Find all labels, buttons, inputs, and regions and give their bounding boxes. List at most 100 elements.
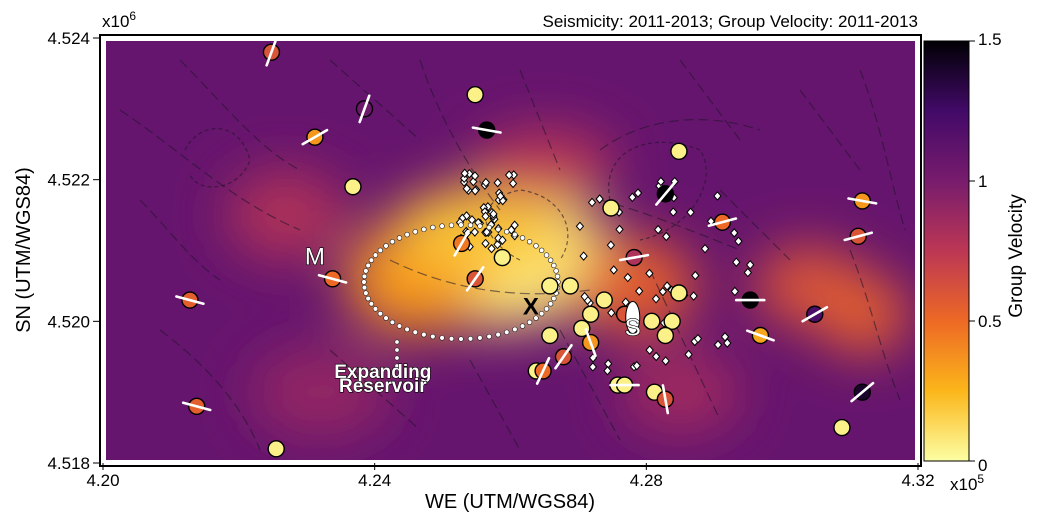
reservoir-dot [526, 319, 533, 326]
seismic-event [541, 277, 559, 295]
fault-plane-bar [707, 217, 738, 228]
microseismic-event [730, 286, 740, 297]
velocity-anomaly [818, 274, 909, 355]
reservoir-dot [412, 329, 418, 335]
event-marker [267, 440, 285, 458]
fault-plane-bar [175, 295, 205, 306]
microseismic-event [489, 209, 498, 219]
seismic-event [734, 291, 766, 309]
reservoir-leader-dot [394, 363, 400, 369]
event-marker [833, 418, 851, 437]
reservoir-dot [553, 268, 559, 274]
x-tick-label: 4.32 [901, 471, 934, 490]
reservoir-dot [389, 319, 396, 326]
reservoir-dot [519, 323, 526, 329]
fault-plane-bar [843, 231, 874, 242]
fault-line [849, 249, 901, 401]
seismic-event [355, 94, 374, 124]
y-tick-label: 4.522 [47, 171, 90, 190]
event-marker [602, 199, 620, 217]
seismic-event [595, 291, 613, 309]
fault-plane-bar [554, 343, 573, 370]
microseismic-event [658, 286, 667, 297]
fault-plane-bar [801, 305, 829, 323]
event-marker [344, 178, 362, 196]
seismic-events [175, 38, 878, 458]
reservoir-leader-dot [394, 339, 400, 345]
reservoir-dot [467, 336, 474, 342]
fault-line [389, 259, 591, 295]
microseismic-event [607, 308, 616, 318]
reservoir-dot [477, 335, 483, 341]
fault-plane-bar [358, 94, 371, 124]
reservoir-dot [448, 336, 455, 342]
seismic-event [643, 312, 661, 331]
seismic-event [561, 277, 579, 295]
microseismic-event [693, 333, 703, 344]
microseismic-event [482, 227, 491, 237]
reservoir-dot [396, 235, 403, 241]
y-axis: 4.524 4.522 4.520 4.518 [47, 29, 100, 473]
reservoir-dot [477, 223, 483, 229]
y-multiplier-exponent: 6 [129, 9, 136, 23]
reservoir-dot [458, 336, 464, 342]
velocity-anomaly [620, 352, 741, 433]
microseismic-event [746, 260, 755, 270]
microseismic-event [645, 345, 654, 355]
event-marker [561, 277, 579, 295]
reservoir-dot [533, 315, 539, 321]
microseismic-event [635, 286, 644, 296]
microseismic-event [669, 207, 678, 217]
reservoir-dot [412, 229, 418, 235]
reservoir-dot [512, 231, 518, 238]
reservoir-dot [389, 238, 396, 245]
reservoir-dot [372, 252, 379, 258]
event-marker [466, 85, 484, 104]
fault-plane-bar [661, 384, 670, 415]
fault-line [329, 349, 421, 431]
reservoir-dot [547, 301, 554, 307]
seismic-event [344, 178, 362, 196]
annotation-S: S [625, 315, 641, 342]
seismic-event [655, 181, 676, 206]
microseismic-event [588, 362, 598, 372]
colorbar-tick-label: 0 [978, 456, 987, 475]
reservoir-dot [363, 290, 369, 296]
microseismic-event [743, 267, 753, 278]
reservoir-dot [383, 243, 389, 249]
fault-plane-bar [471, 126, 502, 134]
reservoir-dot [495, 331, 501, 338]
reservoir-dot [526, 238, 533, 245]
fault-line [859, 69, 906, 231]
microseismic-event [603, 365, 612, 376]
y-multiplier-base: x10 [102, 12, 129, 31]
colorbar-tick-label: 1.5 [978, 30, 1002, 49]
plot-inner-frame [100, 35, 921, 466]
reservoir-dot [486, 333, 492, 340]
seismic-event [466, 85, 484, 104]
seismic-event [534, 356, 552, 385]
y-tick-label: 4.520 [47, 312, 90, 331]
fault-line [599, 118, 761, 151]
seismic-event [847, 192, 878, 210]
microseismic-event [481, 211, 490, 222]
event-marker [670, 142, 688, 161]
reservoir-dot [543, 306, 550, 312]
x-tick-label: 4.20 [86, 471, 119, 490]
microseismic-event [656, 176, 666, 187]
seismic-event [745, 326, 775, 345]
colorbar: 1.5 1 0.5 0 Group Velocity x105 [923, 30, 1027, 494]
colorbar-ticks: 1.5 1 0.5 0 [969, 30, 1002, 475]
seismic-event [707, 213, 738, 231]
microseismic-event [470, 171, 480, 181]
reservoir-dot [430, 333, 436, 340]
seismic-event [554, 343, 573, 370]
seismic-event [843, 227, 874, 246]
y-multiplier: x106 [102, 9, 136, 31]
microseismic-event [633, 188, 643, 198]
microseismic-event [713, 340, 723, 350]
fault-plane-bar [301, 128, 329, 146]
